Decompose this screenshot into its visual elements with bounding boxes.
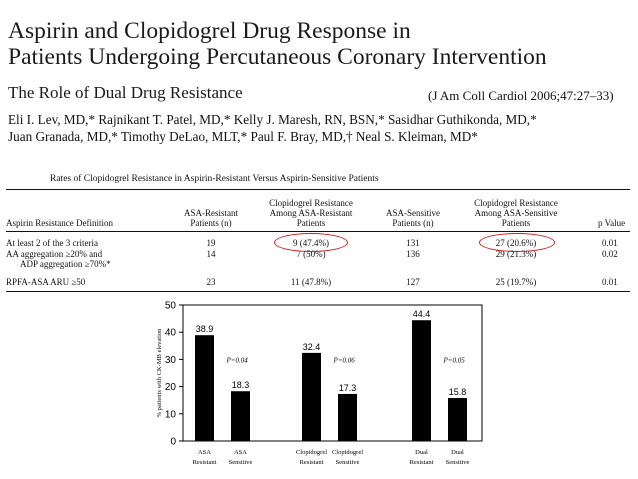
header-asa-resistant-line-1: ASA-Resistant xyxy=(184,208,238,218)
author-list: Eli I. Lev, MD,* Rajnikant T. Patel, MD,… xyxy=(8,111,633,145)
paper-subtitle: The Role of Dual Drug Resistance xyxy=(8,83,243,102)
bar xyxy=(448,398,467,441)
row-1-definition: At least 2 of the 3 criteria xyxy=(6,238,98,248)
header-clop-sensitive-line-1: Clopidogrel Resistance xyxy=(474,198,558,208)
bar xyxy=(195,335,214,441)
table-top-rule xyxy=(6,189,630,190)
row-2-asa-sensitive: 136 xyxy=(406,249,420,259)
header-definition: Aspirin Resistance Definition xyxy=(6,218,113,228)
header-asa-sensitive-line-2: Patients (n) xyxy=(392,218,434,228)
plot-frame xyxy=(182,304,483,442)
bar-value-label: 18.3 xyxy=(232,380,250,390)
bar xyxy=(338,393,357,441)
row-3-asa-resistant: 23 xyxy=(206,277,216,287)
header-asa-sensitive: ASA-Sensitive Patients (n) xyxy=(368,208,458,228)
bar xyxy=(231,391,250,441)
y-tick-label: 0 xyxy=(170,437,176,448)
highlight-clop-sensitive-circle xyxy=(479,233,555,252)
bar-value-label: 17.3 xyxy=(339,383,357,393)
row-2-definition-line-2: ADP aggregation ≥70%* xyxy=(20,259,111,269)
y-tick-label: 30 xyxy=(165,355,177,366)
bar-category-label: Resistant xyxy=(300,459,324,466)
bar-category-label: ASA xyxy=(234,449,247,456)
header-clop-among-resistant: Clopidogrel Resistance Among ASA-Resista… xyxy=(256,198,366,228)
paper-title: Aspirin and Clopidogrel Drug Response in… xyxy=(8,18,628,70)
row-2-p-value: 0.02 xyxy=(602,249,618,259)
ckmb-bar-chart: 0 10 20 30 40 50 % patients with CK-MB elevati… xyxy=(150,298,490,479)
chart-svg: 0 10 20 30 40 50 % patients with CK-MB elevati… xyxy=(156,301,483,466)
bar-category-label: Resistant xyxy=(193,459,217,466)
row-3-clop-resistant: 11 (47.8%) xyxy=(290,277,332,287)
row-2-clop-sensitive: 29 (21.3%) xyxy=(495,249,537,259)
row-1-p-value: 0.01 xyxy=(602,238,618,248)
header-clop-resistant-line-1: Clopidogrel Resistance xyxy=(269,198,353,208)
header-clop-among-sensitive: Clopidogrel Resistance Among ASA-Sensiti… xyxy=(461,198,571,228)
table-bottom-rule xyxy=(6,291,630,292)
header-rule xyxy=(6,231,630,232)
bar xyxy=(412,320,431,441)
bar-category-label: Dual xyxy=(415,449,428,456)
bar-category-label: Sensitive xyxy=(229,459,253,466)
row-3-asa-sensitive: 127 xyxy=(406,277,420,287)
bar-category-label: Dual xyxy=(451,449,464,456)
header-p-value: p Value xyxy=(598,218,626,228)
y-axis-label: % patients with CK-MB elevation xyxy=(156,328,163,418)
bar-value-label: 38.9 xyxy=(196,324,214,334)
bar-value-label: 32.4 xyxy=(303,342,321,352)
table-caption: Rates of Clopidogrel Resistance in Aspir… xyxy=(50,174,379,184)
bar xyxy=(302,352,321,441)
y-tick-label: 50 xyxy=(165,301,177,312)
header-asa-resistant: ASA-Resistant Patients (n) xyxy=(171,208,251,228)
row-3-clop-sensitive: 25 (19.7%) xyxy=(495,277,537,287)
header-clop-sensitive-line-2: Among ASA-Sensitive xyxy=(474,208,558,218)
title-line-1: Aspirin and Clopidogrel Drug Response in xyxy=(8,18,411,44)
p-value-label: P=0.05 xyxy=(443,356,466,364)
row-2-clop-resistant: 7 (50%) xyxy=(296,249,326,259)
p-value-label: P=0.04 xyxy=(226,356,249,364)
y-tick-label: 10 xyxy=(165,409,177,420)
header-asa-resistant-line-2: Patients (n) xyxy=(190,218,232,228)
bar-category-label: Resistant xyxy=(410,459,434,466)
title-line-2: Patients Undergoing Percutaneous Coronar… xyxy=(8,44,547,70)
author-line-1: Eli I. Lev, MD,* Rajnikant T. Patel, MD,… xyxy=(8,112,537,127)
bar-category-label: Clopidogrel xyxy=(296,449,327,456)
row-2-definition: AA aggregation ≥20% and ADP aggregation … xyxy=(6,249,111,269)
y-tick-label: 20 xyxy=(165,382,177,393)
p-value-label: P=0.06 xyxy=(333,356,356,364)
row-1-asa-resistant: 19 xyxy=(206,238,216,248)
bar-value-label: 44.4 xyxy=(413,309,431,319)
row-3-p-value: 0.01 xyxy=(602,277,618,287)
header-clop-resistant-line-3: Patients xyxy=(296,218,326,228)
author-line-2: Juan Granada, MD,* Timothy DeLao, MLT,* … xyxy=(8,129,478,144)
journal-citation: (J Am Coll Cardiol 2006;47:27–33) xyxy=(428,88,614,103)
header-asa-sensitive-line-1: ASA-Sensitive xyxy=(386,208,440,218)
bar-category-label: Clopidogrel xyxy=(332,449,363,456)
y-tick-label: 40 xyxy=(165,328,177,339)
highlight-clop-resistant-circle xyxy=(274,233,348,252)
row-2-definition-line-1: AA aggregation ≥20% and xyxy=(6,249,103,259)
row-3-definition: RPFA-ASA ARU ≥50 xyxy=(6,277,86,287)
bar-category-label: Sensitive xyxy=(336,459,360,466)
resistance-table: Aspirin Resistance Definition ASA-Resist… xyxy=(6,189,630,297)
row-1-asa-sensitive: 131 xyxy=(406,238,420,248)
bar-category-label: ASA xyxy=(198,449,211,456)
bar-category-label: Sensitive xyxy=(446,459,470,466)
header-clop-sensitive-line-3: Patients xyxy=(501,218,531,228)
row-2-asa-resistant: 14 xyxy=(206,249,216,259)
header-clop-resistant-line-2: Among ASA-Resistant xyxy=(269,208,353,218)
bar-value-label: 15.8 xyxy=(449,387,467,397)
